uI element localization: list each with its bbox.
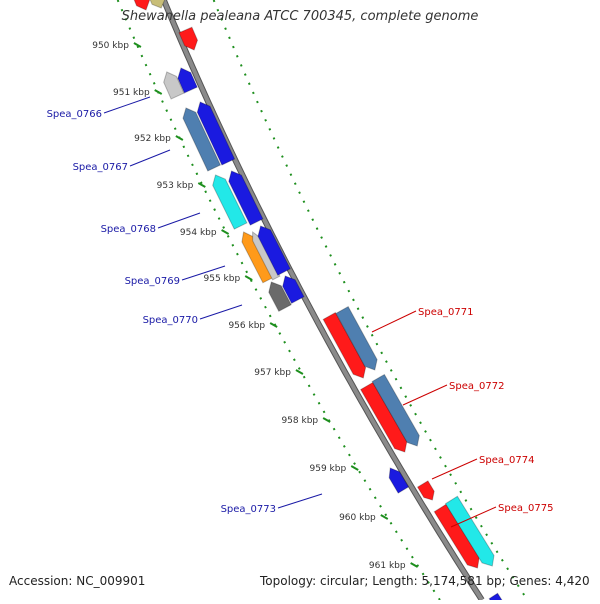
kbp-tick <box>154 89 163 95</box>
gene-label-spea-0774[interactable]: Spea_0774 <box>479 455 534 466</box>
kbp-tick <box>269 322 278 328</box>
gene-label-leader <box>129 149 171 167</box>
gene-label-leader <box>199 304 243 320</box>
kbp-tick <box>221 229 230 235</box>
gene-feature-spea-0773[interactable] <box>388 467 410 494</box>
gene-label-spea-0775[interactable]: Spea_0775 <box>498 503 553 514</box>
gene-feature-spea-0768[interactable] <box>212 174 248 230</box>
gene-label-spea-0772[interactable]: Spea_0772 <box>449 381 504 392</box>
gene-feature-top-red[interactable] <box>131 0 151 11</box>
gene-label-leader <box>277 493 323 509</box>
gene-feature-blue-952[interactable] <box>196 101 236 166</box>
genome-summary-text: Topology: circular; Length: 5,174,581 bp… <box>260 574 590 588</box>
accession-text: Accession: NC_009901 <box>9 574 146 588</box>
gene-label-leader <box>402 384 448 406</box>
kbp-label: 950 kbp <box>92 41 129 51</box>
gene-feature-steelblue-958[interactable] <box>371 373 420 447</box>
kbp-tick <box>350 465 359 471</box>
kbp-label: 958 kbp <box>281 416 318 426</box>
gene-label-leader <box>431 458 478 480</box>
gene-feature-top-olive[interactable] <box>147 0 166 9</box>
kbp-label: 960 kbp <box>339 513 376 523</box>
kbp-tick <box>410 562 419 568</box>
outer-guide-dots <box>212 0 529 601</box>
gene-label-spea-0767[interactable]: Spea_0767 <box>73 162 128 173</box>
kbp-label: 956 kbp <box>228 321 265 331</box>
gene-feature-red-959[interactable] <box>416 480 435 501</box>
gene-feature-spea-0766[interactable] <box>163 71 185 100</box>
kbp-tick <box>175 135 184 141</box>
kbp-label: 951 kbp <box>113 88 150 98</box>
kbp-tick <box>244 275 253 281</box>
gene-label-spea-0769[interactable]: Spea_0769 <box>125 276 180 287</box>
gene-label-leader <box>450 506 497 528</box>
kbp-tick <box>133 42 142 48</box>
kbp-tick <box>197 182 206 188</box>
gene-feature-blue-953[interactable] <box>228 170 264 226</box>
kbp-label: 955 kbp <box>204 274 241 284</box>
kbp-tick <box>322 417 331 423</box>
gene-feature-bottom-blue[interactable] <box>488 592 504 604</box>
kbp-label: 961 kbp <box>369 561 406 571</box>
gene-feature-steelblue-957[interactable] <box>335 305 378 371</box>
gene-label-leader <box>181 265 226 281</box>
gene-feature-blue-951[interactable] <box>177 67 198 94</box>
gene-feature-spea-0770[interactable] <box>268 281 292 312</box>
backbone-shadow <box>161 0 485 602</box>
kbp-tick <box>380 514 389 520</box>
gene-feature-spea-0769[interactable] <box>241 231 275 284</box>
gene-label-spea-0771[interactable]: Spea_0771 <box>418 307 473 318</box>
kbp-label: 952 kbp <box>134 134 171 144</box>
kbp-label: 953 kbp <box>157 181 194 191</box>
kbp-label: 954 kbp <box>180 228 217 238</box>
gene-label-spea-0770[interactable]: Spea_0770 <box>143 315 198 326</box>
gene-label-leader <box>157 212 201 229</box>
gene-feature-blue-955[interactable] <box>282 275 305 304</box>
gene-label-leader <box>103 96 151 114</box>
gene-label-spea-0768[interactable]: Spea_0768 <box>101 224 156 235</box>
kbp-label: 959 kbp <box>310 464 347 474</box>
genome-backbone <box>161 0 484 602</box>
kbp-label: 957 kbp <box>254 368 291 378</box>
map-title: Shewanella pealeana ATCC 700345, complet… <box>121 9 479 24</box>
kbp-tick <box>295 369 304 375</box>
gene-feature-blue-954[interactable] <box>257 225 291 276</box>
gene-label-leader <box>371 310 417 333</box>
gene-feature-red-950[interactable] <box>178 26 199 51</box>
gene-label-spea-0766[interactable]: Spea_0766 <box>47 109 102 120</box>
gene-feature-spea-0775[interactable] <box>444 495 495 567</box>
gene-label-spea-0773[interactable]: Spea_0773 <box>221 504 276 515</box>
gene-feature-spea-0767[interactable] <box>182 107 222 172</box>
